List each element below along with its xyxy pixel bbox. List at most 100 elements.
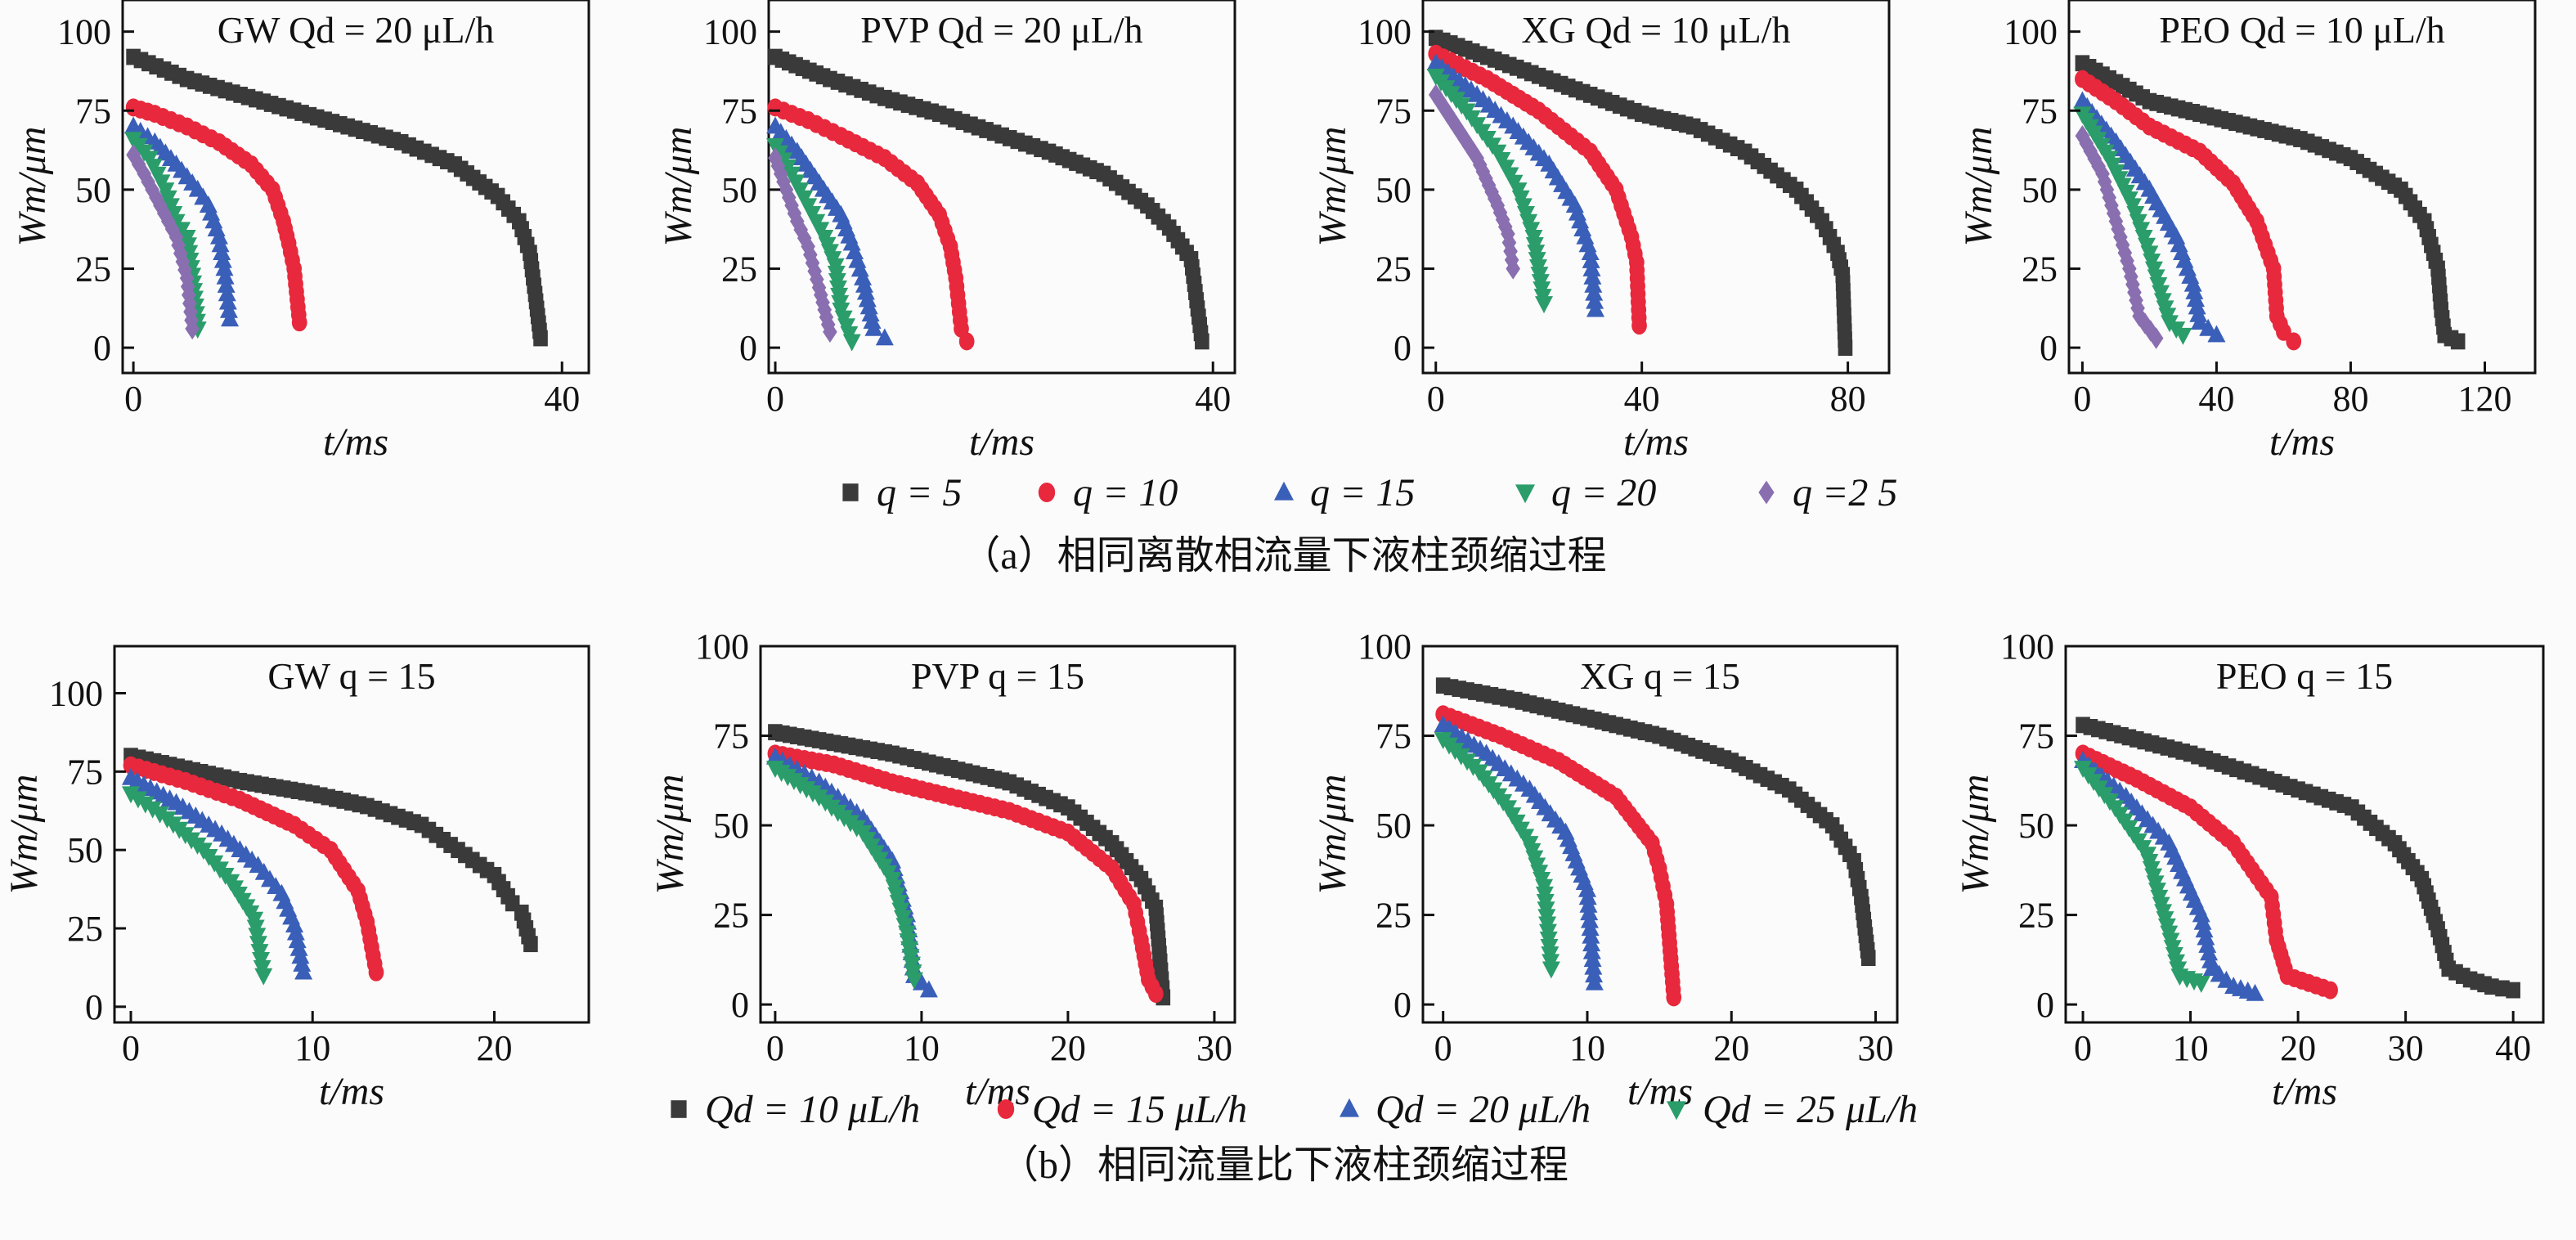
series-1 [768, 724, 1171, 1006]
x-tick-label: 30 [2388, 1028, 2424, 1068]
series-2 [767, 98, 975, 351]
y-axis-label: Wm/μm [648, 775, 692, 895]
data-point [216, 267, 235, 285]
plot-area [1421, 645, 1899, 1024]
x-tick-label: 0 [2074, 1028, 2092, 1068]
y-tick-label: 75 [75, 91, 111, 131]
data-point [2198, 936, 2217, 953]
data-point [1578, 887, 1597, 905]
x-tick-label: 80 [1830, 379, 1866, 419]
y-tick-label: 0 [2040, 328, 2058, 368]
legend-label: Qd = 10 μL/h [705, 1088, 920, 1131]
data-point [1580, 903, 1599, 921]
series-4 [1426, 68, 1554, 314]
data-point [137, 163, 152, 185]
y-tick-label: 25 [2022, 249, 2058, 289]
series-4 [1434, 732, 1560, 979]
subplot-2: 0 25 50 75 100 0 40 PVP Qd = 20 μL/h t/ms Wm/μm [657, 0, 1236, 464]
legend-label: q = 10 [1073, 471, 1178, 514]
x-tick-label: 0 [2073, 379, 2091, 419]
data-point [288, 931, 307, 949]
data-point [2183, 274, 2202, 292]
y-tick-label: 100 [2000, 627, 2054, 667]
data-point [218, 284, 236, 302]
data-point [2322, 981, 2338, 1000]
x-tick-label: 20 [476, 1028, 512, 1068]
data-point [1542, 961, 1560, 979]
data-point [2200, 943, 2219, 961]
series-3 [1426, 53, 1604, 317]
data-point [2193, 912, 2212, 930]
legend-label: Qd = 20 μL/h [1376, 1088, 1591, 1131]
data-point [842, 483, 859, 501]
data-point [523, 936, 538, 953]
data-point [2197, 928, 2215, 946]
x-axis-label: t/ms [2269, 420, 2335, 464]
data-point [2188, 297, 2206, 315]
x-tick-label: 0 [766, 1028, 784, 1068]
subplot-title: PEO q = 15 [2216, 655, 2393, 697]
data-point [215, 258, 234, 276]
data-point [286, 923, 305, 941]
subplot-title: XG q = 15 [1580, 655, 1740, 697]
data-point [2246, 983, 2264, 1001]
y-tick-label: 0 [2036, 985, 2054, 1025]
y-tick-label: 0 [1393, 985, 1411, 1025]
y-tick-label: 75 [67, 752, 103, 792]
data-point [218, 292, 237, 310]
data-point [2174, 327, 2192, 345]
data-point [1038, 483, 1056, 502]
data-point [2190, 312, 2209, 330]
data-point [143, 801, 162, 819]
data-point [2189, 304, 2208, 322]
data-point [291, 313, 307, 332]
data-point [175, 250, 191, 273]
data-point [842, 334, 861, 352]
series-1 [126, 48, 548, 347]
data-point [217, 275, 236, 293]
data-point [1506, 258, 1521, 280]
subplot-1: 0 25 50 75 100 0 40 GW Qd = 20 μL/h t/ms Wm/μm [11, 0, 590, 464]
data-point [122, 786, 140, 804]
x-tick-label: 0 [122, 1028, 140, 1068]
y-tick-label: 25 [67, 909, 103, 949]
legend-item-2: q = 10 [1038, 471, 1178, 514]
y-axis-label: Wm/μm [2, 775, 46, 895]
data-point [1582, 258, 1601, 276]
y-tick-label: 100 [1358, 627, 1411, 667]
subplot-title: PEO Qd = 10 μL/h [2159, 9, 2445, 51]
series-2 [1428, 44, 1647, 335]
data-point [209, 227, 228, 245]
data-point [2506, 982, 2520, 999]
y-tick-label: 0 [85, 987, 103, 1027]
data-point [2115, 234, 2130, 256]
series-5 [126, 144, 200, 340]
x-tick-label: 40 [1195, 379, 1231, 419]
data-point [1581, 919, 1600, 937]
y-axis-label: Wm/μm [1957, 127, 2000, 247]
x-tick-label: 40 [2198, 379, 2234, 419]
data-point [875, 328, 894, 346]
data-point [805, 252, 820, 274]
data-point [1838, 339, 1853, 356]
data-point [1583, 950, 1602, 968]
y-tick-label: 75 [721, 91, 757, 131]
y-axis-label: Wm/μm [657, 127, 700, 247]
y-tick-label: 100 [1358, 12, 1411, 52]
y-axis-label: Wm/μm [1311, 127, 1354, 247]
data-point [1577, 879, 1596, 897]
x-tick-label: 80 [2332, 379, 2368, 419]
data-point [1582, 926, 1600, 944]
data-point [2286, 332, 2302, 351]
data-point [136, 796, 155, 814]
x-tick-label: 30 [1196, 1028, 1232, 1068]
subplot-5: 0 25 50 75 100 0 10 20 GW q = 15 t/ms Wm/μm [2, 645, 590, 1113]
data-point [1581, 243, 1600, 260]
data-point [1584, 957, 1603, 975]
legend-item-4: Qd = 25 μL/h [1667, 1088, 1918, 1131]
series-1 [768, 48, 1209, 350]
y-tick-label: 50 [1376, 806, 1411, 846]
data-point [2199, 318, 2218, 336]
data-point [1580, 910, 1599, 928]
